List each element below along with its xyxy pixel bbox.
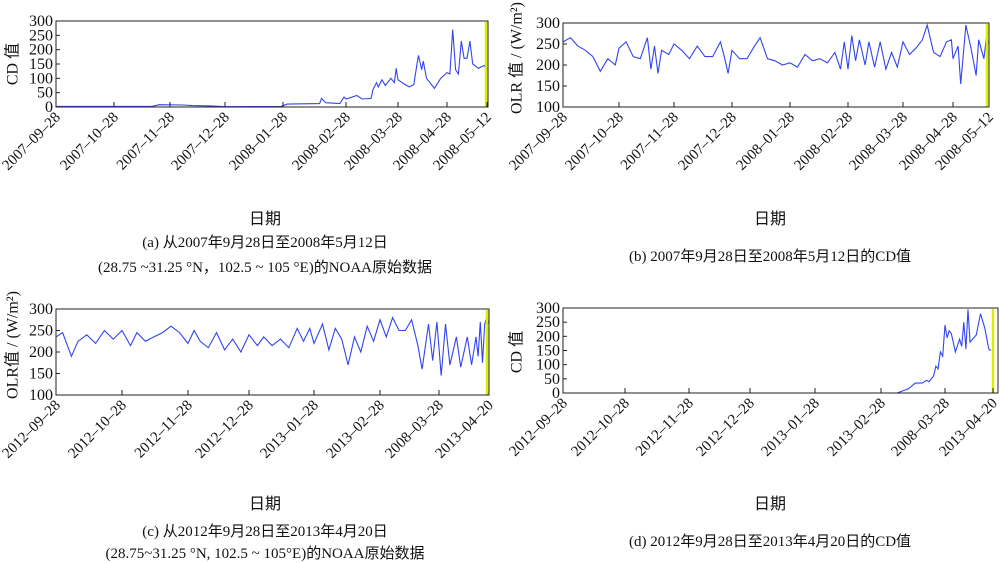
caption-a-line2: (28.75 ~31.25 °N，102.5 ~ 105 °E)的NOAA原始数… [97, 260, 433, 276]
x-tick-label: 2013–02–28 [824, 396, 888, 460]
y-tick-label: 0 [45, 99, 53, 116]
y-axis-label-b: OLR 值 / (W/m²) [508, 2, 526, 114]
chart-a: 0501001502002503002007–09–282007–10–2820… [0, 13, 495, 174]
series-line-c [55, 315, 490, 376]
y-tick-label: 200 [29, 344, 53, 361]
y-tick-label: 100 [536, 357, 560, 374]
y-tick-label: 250 [29, 323, 53, 340]
y-tick-label: 100 [536, 99, 560, 116]
x-tick-label: 2012–12–28 [192, 398, 256, 462]
y-tick-label: 250 [536, 36, 560, 53]
y-tick-label: 150 [536, 78, 560, 95]
y-tick-label: 300 [29, 13, 53, 30]
series-line-b [562, 23, 990, 84]
xlabel-d: 日期 [753, 496, 787, 513]
caption-b: (b) 2007年9月28日至2008年5月12日的CD值 [628, 249, 912, 265]
x-tick-label: 2012–09–28 [0, 398, 64, 462]
y-tick-label: 100 [29, 387, 53, 404]
x-tick-label: 2012–09–28 [506, 396, 570, 460]
series-line-a [56, 29, 488, 108]
y-tick-label: 250 [29, 27, 53, 44]
caption-c-line2: (28.75~31.25 °N, 102.5 ~ 105°E)的NOAA原始数据 [105, 546, 425, 562]
x-tick-label: 2007–11–28 [618, 110, 682, 174]
caption-c-line1: (c) 从2012年9月28日至2013年4月20日 [142, 524, 388, 540]
xlabel-a: 日期 [248, 211, 282, 228]
series-line-d [563, 309, 992, 394]
y-tick-label: 300 [29, 301, 53, 318]
x-tick-label: 2007–10–28 [562, 110, 626, 174]
x-tick-label: 2012–11–28 [633, 396, 697, 460]
y-tick-label: 200 [536, 57, 560, 74]
y-tick-label: 300 [536, 15, 560, 32]
x-tick-label: 2007–09–28 [506, 110, 570, 174]
y-tick-label: 50 [544, 371, 560, 388]
plot-frame-d [562, 307, 999, 394]
x-tick-label: 2007–09–28 [0, 110, 64, 174]
x-tick-label: 2013–01–28 [758, 396, 822, 460]
xlabel-b: 日期 [753, 211, 787, 228]
x-tick-label: 2007–12–28 [168, 110, 232, 174]
y-axis-label-d: CD 值 [508, 331, 526, 373]
y-tick-label: 300 [536, 300, 560, 317]
y-tick-label: 150 [29, 366, 53, 383]
caption-d: (d) 2012年9月28日至2013年4月20日的CD值 [628, 534, 912, 550]
y-tick-label: 150 [29, 56, 53, 73]
x-tick-label: 2008–02–28 [791, 110, 855, 174]
y-tick-label: 50 [37, 85, 53, 102]
x-tick-label: 2008–01–28 [226, 110, 290, 174]
x-tick-label: 2008–01–28 [733, 110, 797, 174]
plot-frame-b [562, 22, 990, 108]
x-tick-label: 2012–10–28 [568, 396, 632, 460]
y-axis-label-a: CD 值 [4, 43, 22, 85]
y-tick-label: 100 [29, 70, 53, 87]
x-tick-label: 2013–02–28 [323, 398, 387, 462]
y-tick-label: 0 [552, 385, 560, 402]
caption-a-line1: (a) 从2007年9月28日至2008年5月12日 [142, 235, 388, 251]
x-tick-label: 2012–10–28 [65, 398, 129, 462]
x-tick-label: 2012–12–28 [693, 396, 757, 460]
xlabel-c: 日期 [248, 496, 282, 513]
y-tick-label: 150 [536, 343, 560, 360]
y-axis-label-c: OLR值 / (W/m²) [4, 291, 22, 399]
y-tick-label: 200 [29, 42, 53, 59]
y-tick-label: 200 [536, 328, 560, 345]
chart-b: 1001502002503002007–09–282007–10–282007–… [506, 2, 996, 174]
y-tick-label: 250 [536, 314, 560, 331]
x-tick-label: 2007–12–28 [675, 110, 739, 174]
x-tick-label: 2007–10–28 [57, 110, 121, 174]
x-tick-label: 2007–11–28 [114, 110, 178, 174]
x-tick-label: 2012–11–28 [132, 398, 196, 462]
x-tick-label: 2013–01–28 [257, 398, 321, 462]
